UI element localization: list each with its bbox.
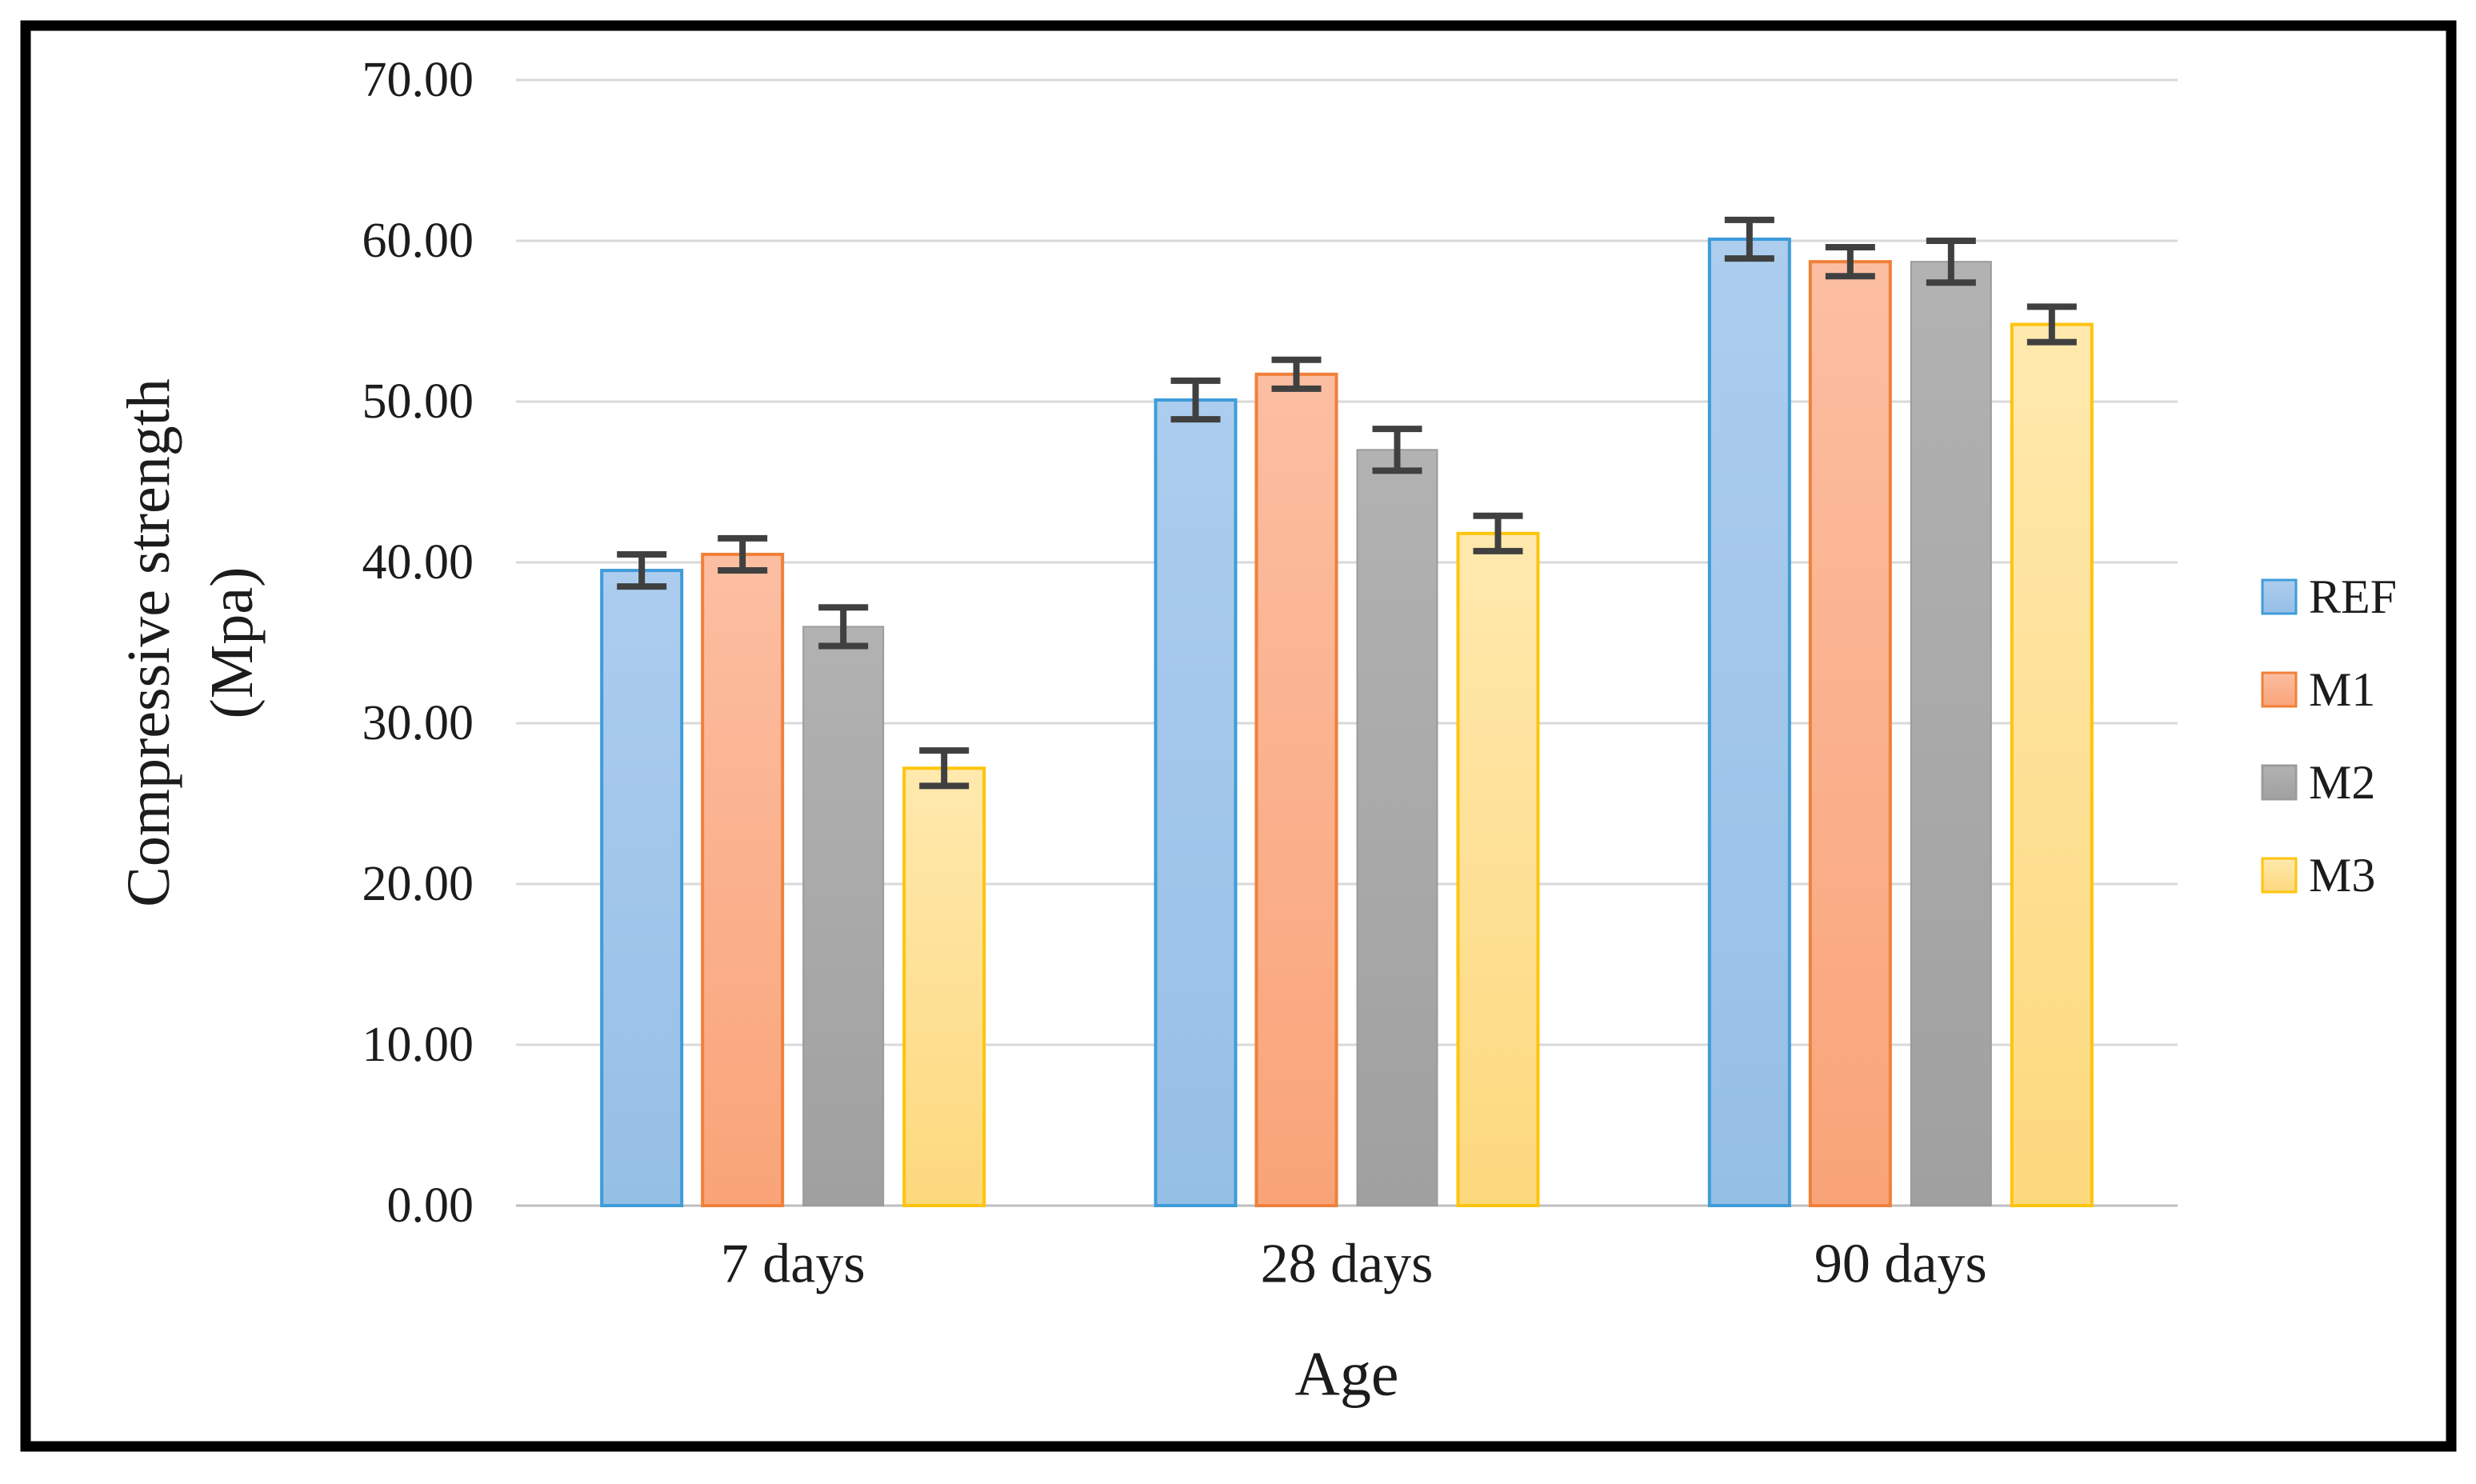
legend-label-M1: M1 [2309, 663, 2375, 716]
bar-M1-28-days [1254, 372, 1338, 1208]
bar-REF-7-days [600, 569, 684, 1207]
legend-item-REF: REF [2261, 570, 2397, 623]
y-tick-label: 50.00 [362, 374, 474, 429]
legend-swatch-M2 [2261, 764, 2298, 801]
y-tick-label: 10.00 [362, 1018, 474, 1072]
bar-M2-7-days [802, 626, 885, 1206]
error-bar-M2-7-days [818, 604, 869, 650]
x-axis-title: Age [1295, 1339, 1399, 1409]
bar-M3-7-days [902, 766, 986, 1207]
legend-item-M3: M3 [2261, 849, 2375, 902]
error-bar-M3-90-days [2026, 303, 2077, 346]
y-tick-label: 70.00 [362, 53, 474, 107]
x-tick-label: 28 days [1261, 1234, 1434, 1295]
y-tick-label: 40.00 [362, 535, 474, 590]
error-bar-REF-28-days [1170, 377, 1221, 423]
y-tick-label: 60.00 [362, 214, 474, 268]
bar-M2-28-days [1356, 449, 1438, 1206]
legend-swatch-M3 [2261, 857, 2298, 894]
error-bar-M2-28-days [1372, 426, 1422, 474]
error-bar-M1-7-days [718, 534, 768, 574]
legend-item-M1: M1 [2261, 663, 2375, 716]
bar-M3-28-days [1456, 531, 1540, 1207]
x-tick-label: 90 days [1814, 1234, 1987, 1295]
x-tick-label: 7 days [721, 1234, 866, 1295]
error-bar-M3-7-days [919, 747, 970, 790]
error-bar-M1-28-days [1271, 356, 1322, 392]
y-axis-title-line2: (Mpa) [198, 567, 266, 719]
error-bar-REF-90-days [1724, 216, 1774, 262]
error-bar-M3-28-days [1473, 512, 1523, 554]
figure-border [20, 20, 2457, 1452]
error-bar-M2-90-days [1926, 238, 1976, 286]
legend-item-M2: M2 [2261, 756, 2375, 809]
error-bar-M1-90-days [1825, 244, 1875, 280]
legend-label-REF: REF [2309, 570, 2397, 623]
y-axis-title-line1: Compressive strength [115, 378, 182, 907]
legend-label-M3: M3 [2309, 849, 2375, 902]
legend-swatch-REF [2261, 578, 2298, 615]
error-bar-REF-7-days [617, 550, 667, 590]
y-tick-label: 30.00 [362, 696, 474, 750]
legend-label-M2: M2 [2309, 756, 2375, 809]
bar-M1-90-days [1808, 260, 1892, 1207]
bar-M1-7-days [701, 552, 785, 1207]
bar-M3-90-days [2010, 322, 2094, 1207]
bar-REF-28-days [1154, 398, 1238, 1207]
bar-M2-90-days [1910, 261, 1992, 1206]
bar-REF-90-days [1707, 237, 1791, 1207]
y-tick-label: 20.00 [362, 857, 474, 911]
legend-swatch-M1 [2261, 671, 2298, 708]
y-tick-label: 0.00 [387, 1178, 474, 1233]
